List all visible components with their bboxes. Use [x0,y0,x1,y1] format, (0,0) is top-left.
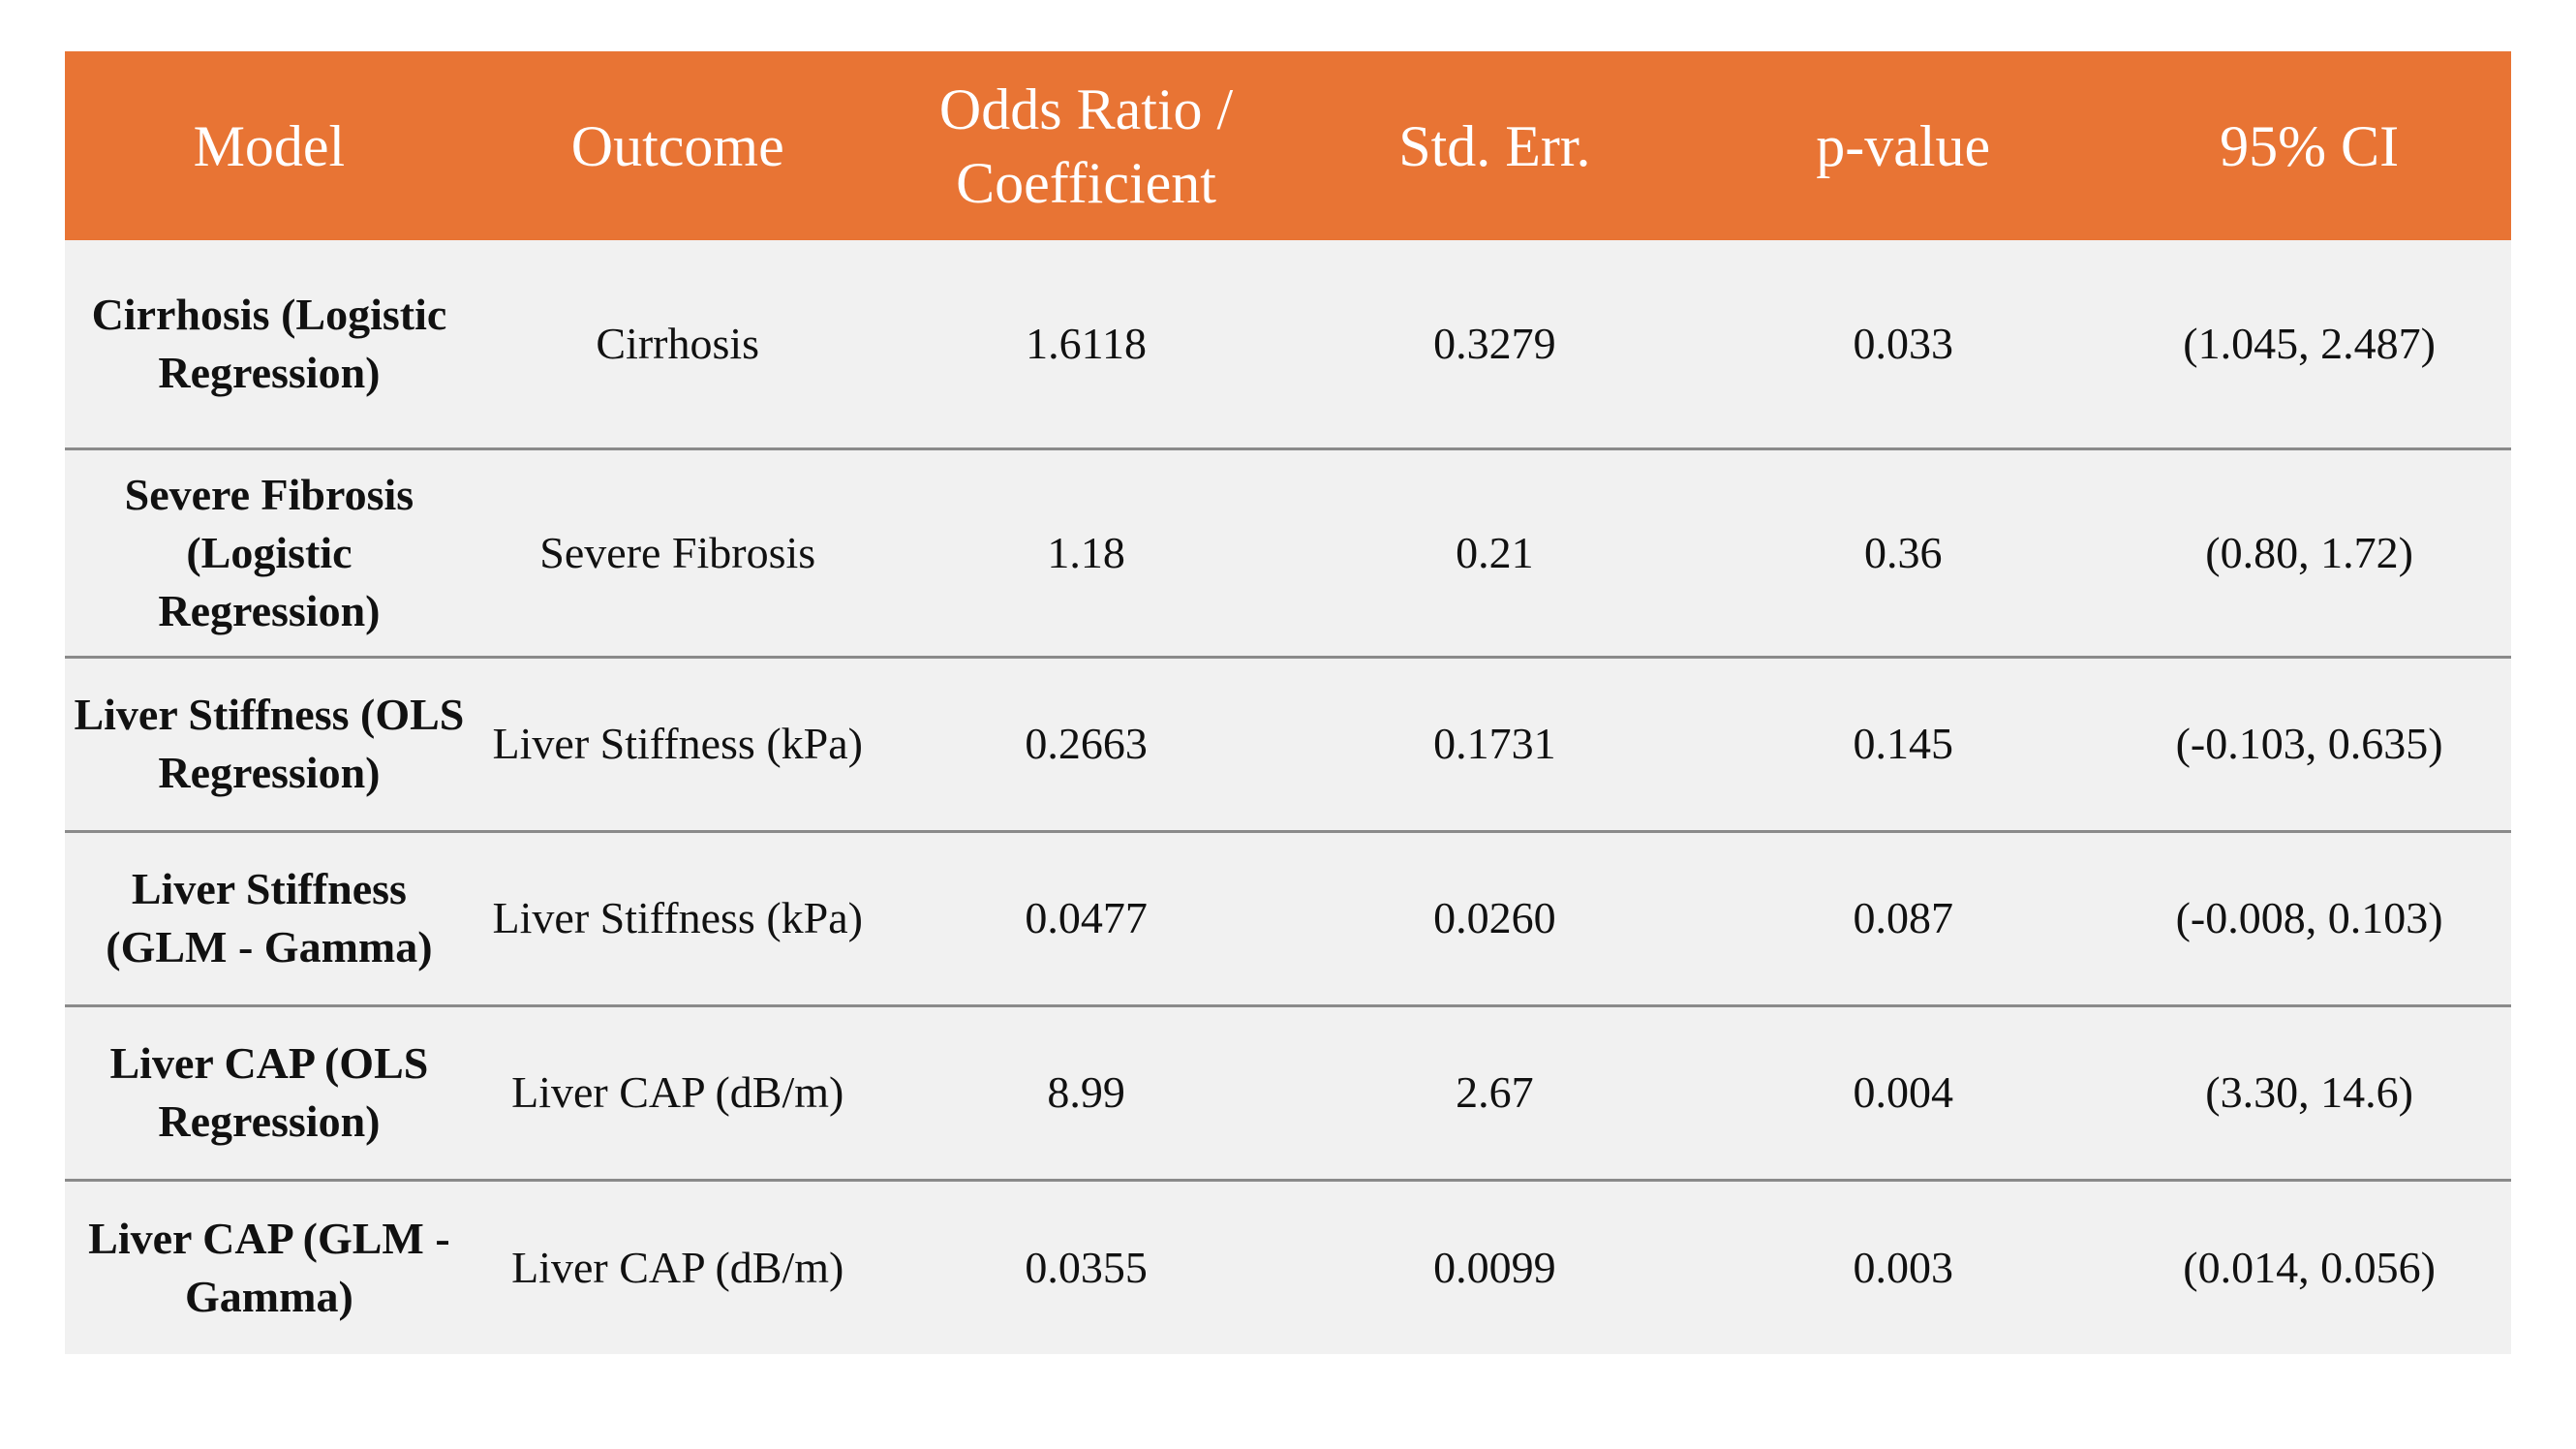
ci-cell: (1.045, 2.487) [2183,318,2436,368]
table-header: Model Outcome Odds Ratio / Coefficient S… [65,51,2511,240]
std-err-cell: 0.21 [1456,527,1534,577]
estimate-cell: 0.0477 [1025,893,1148,942]
ci-cell: (3.30, 14.6) [2205,1067,2413,1117]
outcome-cell: Liver Stiffness (kPa) [492,719,863,768]
model-cell: Liver CAP (GLM - Gamma) [88,1213,450,1321]
p-value-cell: 0.36 [1863,527,1943,577]
p-value-cell: 0.004 [1853,1067,1953,1117]
estimate-cell: 0.0355 [1025,1242,1148,1292]
ci-cell: (-0.008, 0.103) [2175,893,2443,942]
column-header-outcome: Outcome [570,113,784,178]
column-header-estimate: Odds Ratio / Coefficient [938,77,1234,215]
model-cell: Liver Stiffness (OLS Regression) [74,690,465,797]
outcome-cell: Liver CAP (dB/m) [511,1067,844,1117]
table-body: Cirrhosis (Logistic Regression) Cirrhosi… [65,240,2511,1354]
estimate-cell: 8.99 [1047,1067,1125,1117]
p-value-cell: 0.145 [1853,719,1953,768]
model-cell: Liver CAP (OLS Regression) [109,1038,429,1146]
table-row: Severe Fibrosis (Logistic Regression) Se… [65,448,2511,657]
outcome-cell: Severe Fibrosis [539,527,816,577]
table-row: Liver CAP (GLM - Gamma) Liver CAP (dB/m)… [65,1180,2511,1354]
column-header-p-value: p-value [1816,113,1991,178]
model-cell: Cirrhosis (Logistic Regression) [91,289,447,397]
std-err-cell: 0.1731 [1433,719,1556,768]
model-cell: Liver Stiffness (GLM - Gamma) [106,864,433,971]
std-err-cell: 0.3279 [1433,318,1556,368]
column-header-std-err: Std. Err. [1398,113,1591,178]
regression-results-table: Model Outcome Odds Ratio / Coefficient S… [65,51,2511,1354]
table-row: Liver CAP (OLS Regression) Liver CAP (dB… [65,1005,2511,1180]
p-value-cell: 0.033 [1853,318,1953,368]
std-err-cell: 0.0260 [1433,893,1556,942]
p-value-cell: 0.087 [1853,893,1953,942]
outcome-cell: Cirrhosis [596,318,760,368]
estimate-cell: 0.2663 [1025,719,1148,768]
estimate-cell: 1.6118 [1026,318,1147,368]
column-header-ci: 95% CI [2220,113,2400,178]
std-err-cell: 2.67 [1456,1067,1534,1117]
ci-cell: (0.80, 1.72) [2205,527,2413,577]
table-row: Liver Stiffness (OLS Regression) Liver S… [65,657,2511,831]
model-cell: Severe Fibrosis (Logistic Regression) [124,469,414,635]
outcome-cell: Liver Stiffness (kPa) [492,893,863,942]
ci-cell: (0.014, 0.056) [2183,1242,2436,1292]
column-header-model: Model [193,113,346,178]
table-row: Cirrhosis (Logistic Regression) Cirrhosi… [65,240,2511,448]
ci-cell: (-0.103, 0.635) [2175,719,2443,768]
table-row: Liver Stiffness (GLM - Gamma) Liver Stif… [65,831,2511,1005]
estimate-cell: 1.18 [1047,527,1125,577]
std-err-cell: 0.0099 [1433,1242,1556,1292]
p-value-cell: 0.003 [1853,1242,1953,1292]
results-table-container: Model Outcome Odds Ratio / Coefficient S… [65,51,2511,1354]
header-row: Model Outcome Odds Ratio / Coefficient S… [65,51,2511,240]
outcome-cell: Liver CAP (dB/m) [511,1242,844,1292]
